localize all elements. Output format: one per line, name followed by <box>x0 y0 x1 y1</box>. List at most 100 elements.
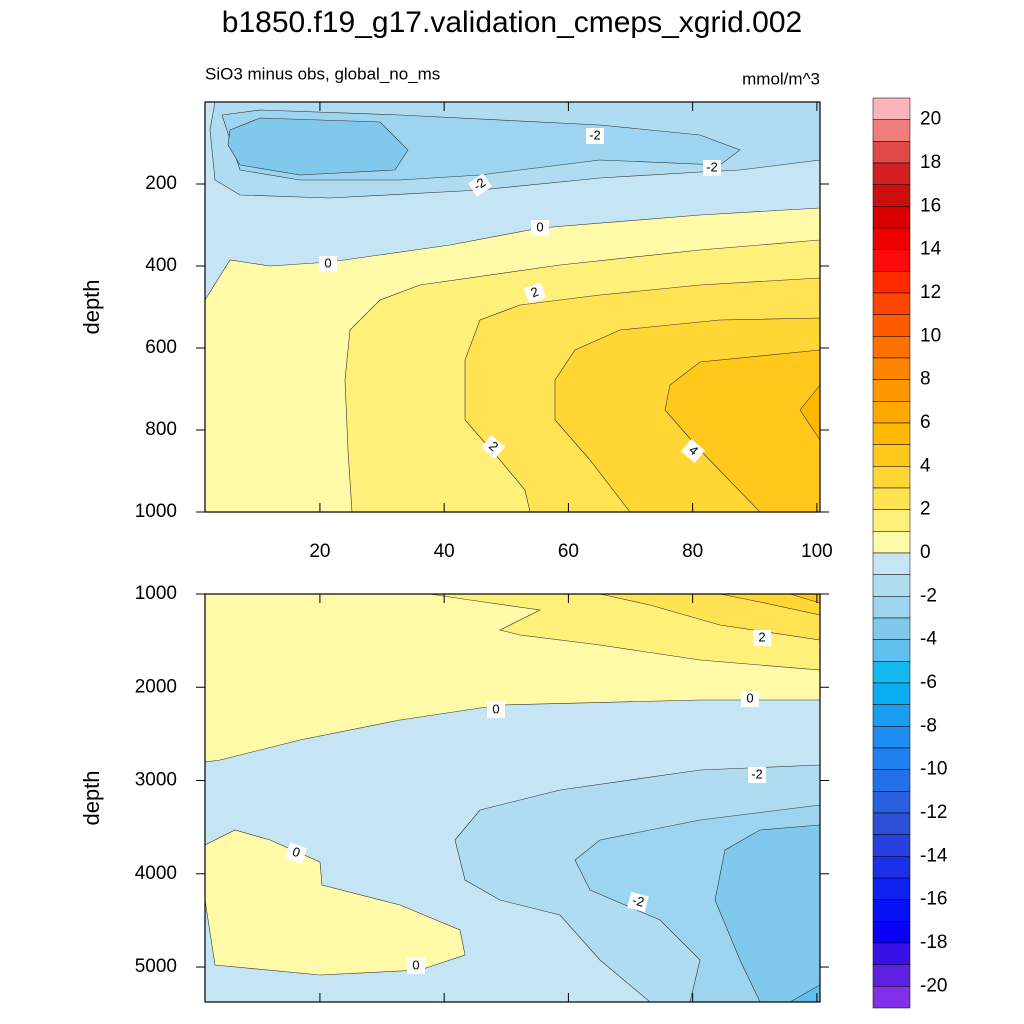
x-tick-label: 20 <box>309 541 330 562</box>
colorbar-label: -14 <box>920 845 948 866</box>
contour-label: 0 <box>531 219 549 236</box>
colorbar-box <box>872 986 911 1009</box>
y-axis-label: depth <box>79 279 104 334</box>
contour-label: -2 <box>627 891 649 913</box>
contour-label-bg <box>586 128 604 144</box>
colorbar-label: 12 <box>920 282 941 303</box>
colorbar-label: -6 <box>920 672 937 693</box>
colorbar-box <box>872 921 911 944</box>
contour-fill <box>204 829 466 976</box>
contour-label-bg <box>680 439 706 463</box>
colorbar-box <box>872 747 911 770</box>
colorbar-label: -16 <box>920 889 947 910</box>
colorbar-label: 2 <box>920 499 931 520</box>
y-axis-label: depth <box>79 770 104 825</box>
colorbar-box <box>872 271 911 294</box>
contour-label-text: 2 <box>758 629 765 644</box>
contour-label-bg <box>531 220 549 236</box>
colorbar-box <box>872 856 911 879</box>
colorbar-label: 4 <box>920 455 931 476</box>
contour-label: -2 <box>748 766 766 783</box>
colorbar-box <box>872 314 911 337</box>
colorbar-label: -8 <box>920 715 937 736</box>
subtitle-right: mmol/m^3 <box>742 69 820 88</box>
contour-label-text: -2 <box>589 127 601 142</box>
colorbar-label: -10 <box>920 759 947 780</box>
colorbar-box <box>872 466 911 489</box>
subtitle-left: SiO3 minus obs, global_no_ms <box>205 64 440 83</box>
colorbar-box <box>872 769 911 792</box>
contour-label-bg <box>748 767 766 783</box>
y-tick-label: 1000 <box>135 501 177 522</box>
contour-label-bg <box>284 842 308 864</box>
colorbar-box <box>872 726 911 749</box>
colorbar-box <box>872 964 911 987</box>
contour-label-bg <box>523 282 547 304</box>
y-tick-label: 400 <box>145 255 177 276</box>
contour-label: 2 <box>480 435 506 459</box>
contour-label-bg <box>703 160 721 176</box>
contour-fill <box>227 117 409 176</box>
y-tick-label: 3000 <box>135 770 177 791</box>
colorbar-label: -18 <box>920 932 947 953</box>
contour-label: 0 <box>487 701 505 718</box>
colorbar-box <box>872 292 911 315</box>
colorbar-box <box>872 141 911 164</box>
contour-label: 0 <box>284 842 308 864</box>
contour-label-bg <box>753 630 771 646</box>
colorbar-box <box>872 942 911 965</box>
contour-label-bg <box>627 891 649 913</box>
contour-label: 0 <box>407 957 425 974</box>
colorbar-label: -4 <box>920 629 937 650</box>
colorbar-label: 8 <box>920 369 931 390</box>
contour-label: -2 <box>703 159 721 176</box>
contour-label-text: 0 <box>492 701 499 716</box>
colorbar-box <box>872 119 911 142</box>
colorbar-label: 0 <box>920 542 931 563</box>
plot-frame <box>204 101 821 513</box>
contour-label-bg <box>468 173 492 197</box>
colorbar-box <box>872 401 911 424</box>
colorbar-box <box>872 639 911 662</box>
contour-label: 0 <box>319 255 337 272</box>
colorbar-label: 14 <box>920 239 942 260</box>
colorbar-box <box>872 791 911 814</box>
contour-label: 0 <box>741 690 759 707</box>
contour-label: -2 <box>468 173 492 197</box>
colorbar-box <box>872 249 911 272</box>
colorbar-box <box>872 487 911 510</box>
y-tick-label: 2000 <box>135 676 177 697</box>
figure-title: b1850.f19_g17.validation_cmeps_xgrid.002 <box>222 6 802 39</box>
colorbar-box <box>872 206 911 229</box>
y-tick-label: 200 <box>145 173 177 194</box>
contour-label-text: -2 <box>706 159 718 174</box>
contour-label-text: 0 <box>536 219 543 234</box>
contour-label-bg <box>480 435 506 459</box>
colorbar-label: 20 <box>920 109 941 130</box>
x-tick-label: 60 <box>558 541 579 562</box>
colorbar-label: -2 <box>920 585 937 606</box>
colorbar-box <box>872 162 911 185</box>
contour-label: 2 <box>753 629 771 646</box>
x-tick-label: 80 <box>682 541 703 562</box>
colorbar-box <box>872 552 911 575</box>
plot-frame <box>204 593 821 1003</box>
colorbar-box <box>872 812 911 835</box>
contour-label-text: 2 <box>529 284 541 301</box>
contour-label-text: 0 <box>290 844 302 861</box>
y-tick-label: 1000 <box>135 583 177 604</box>
y-tick-label: 4000 <box>135 863 177 884</box>
colorbar-box <box>872 877 911 900</box>
colorbar-box <box>872 596 911 619</box>
y-tick-label: 600 <box>145 337 177 358</box>
contour-label-text: 0 <box>412 957 419 972</box>
contour-label: -2 <box>586 127 604 144</box>
colorbar-label: 10 <box>920 325 941 346</box>
colorbar-label: -12 <box>920 802 947 823</box>
colorbar-box <box>872 184 911 207</box>
colorbar-box <box>872 617 911 640</box>
colorbar-label: 16 <box>920 195 941 216</box>
colorbar-label: 18 <box>920 152 941 173</box>
colorbar-box <box>872 661 911 684</box>
